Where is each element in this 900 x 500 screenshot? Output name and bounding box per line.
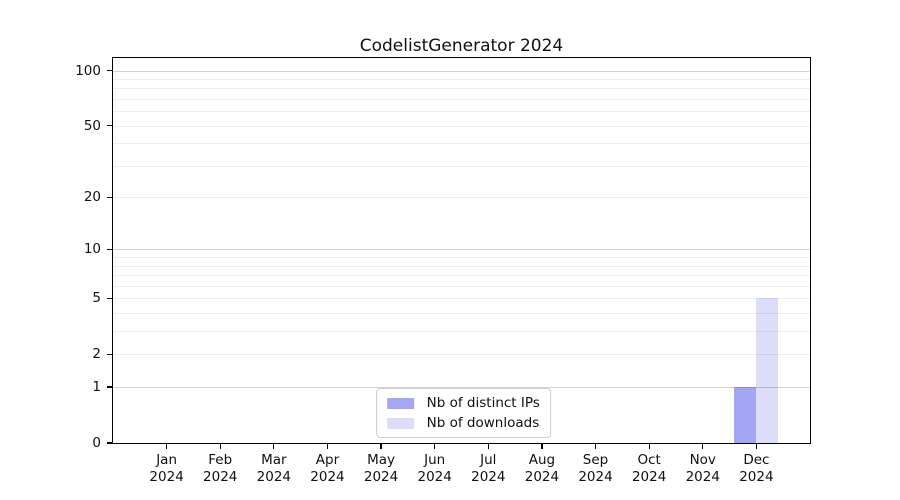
bar-downloads: [756, 298, 779, 443]
bar-distinct-ips: [734, 387, 757, 443]
y-tick-label: 20: [83, 189, 101, 206]
gridline-minor: [113, 143, 810, 145]
y-tick-mark: [107, 353, 112, 355]
legend: Nb of distinct IPs Nb of downloads: [375, 388, 551, 438]
y-tick-mark: [107, 69, 112, 72]
x-tick-mark: [648, 444, 650, 449]
x-tick-mark: [273, 444, 275, 449]
y-tick-mark: [107, 386, 112, 388]
gridline-minor: [113, 88, 810, 90]
gridline-major: [113, 387, 810, 389]
y-tick-label: 10: [83, 241, 101, 258]
x-tick-label: Mar 2024: [256, 452, 292, 485]
x-tick-mark: [326, 444, 329, 449]
legend-label-downloads: Nb of downloads: [426, 415, 540, 431]
gridline-minor: [113, 331, 810, 333]
y-tick-mark: [107, 442, 112, 444]
gridline-minor: [113, 275, 810, 277]
x-tick-label: Jun 2024: [417, 452, 452, 485]
x-tick-mark: [755, 444, 757, 449]
gridline-minor: [113, 78, 810, 80]
x-tick-mark: [166, 444, 168, 449]
legend-entry-distinct-ips: Nb of distinct IPs: [386, 395, 540, 411]
gridline-minor: [113, 98, 810, 100]
y-tick-mark: [107, 297, 112, 299]
y-tick-label: 50: [83, 117, 101, 134]
gridline-major: [113, 249, 810, 251]
gridline-minor: [113, 298, 810, 300]
x-tick-label: Aug 2024: [524, 452, 560, 485]
legend-entry-downloads: Nb of downloads: [386, 415, 540, 431]
x-tick-label: Jan 2024: [149, 452, 184, 485]
x-tick-mark: [434, 444, 436, 449]
gridline-major: [113, 70, 810, 72]
gridline-minor: [113, 197, 810, 199]
y-tick-label: 2: [92, 346, 101, 363]
gridline-minor: [113, 313, 810, 315]
x-tick-mark: [702, 444, 704, 449]
x-tick-mark: [487, 444, 489, 449]
x-tick-label: May 2024: [363, 452, 399, 485]
x-tick-label: Oct 2024: [631, 452, 667, 485]
plot-area: Nb of distinct IPs Nb of downloads 0 1 2 5 1…: [75, 57, 811, 485]
y-tick-label: 1: [92, 379, 101, 396]
gridline-minor: [113, 265, 810, 267]
legend-swatch-downloads: [386, 417, 414, 429]
gridline-minor: [113, 354, 810, 356]
gridline-minor: [113, 125, 810, 127]
x-tick-label: Sep 2024: [578, 452, 613, 485]
y-tick-mark: [107, 196, 112, 198]
y-tick-label: 5: [92, 290, 101, 307]
gridline-minor: [113, 165, 810, 167]
legend-swatch-distinct-ips: [386, 397, 414, 409]
y-tick-mark: [107, 248, 112, 251]
gridline-minor: [113, 111, 810, 113]
x-tick-label: Apr 2024: [310, 452, 345, 485]
y-tick-mark: [107, 125, 112, 127]
x-tick-mark: [380, 444, 382, 449]
x-tick-mark: [541, 444, 543, 449]
plot-frame: [112, 57, 811, 444]
x-tick-label: Nov 2024: [685, 452, 720, 485]
x-tick-mark: [219, 444, 221, 449]
x-tick-mark: [594, 444, 597, 449]
x-tick-label: Feb 2024: [203, 452, 238, 485]
x-tick-label: Dec 2024: [739, 452, 774, 485]
x-tick-label: Jul 2024: [471, 452, 506, 485]
gridline-minor: [113, 257, 810, 259]
y-tick-label: 100: [75, 62, 101, 79]
y-tick-label: 0: [92, 435, 101, 451]
legend-label-distinct-ips: Nb of distinct IPs: [426, 395, 540, 411]
chart-title: CodelistGenerator 2024: [359, 36, 564, 56]
gridline-minor: [113, 285, 810, 287]
